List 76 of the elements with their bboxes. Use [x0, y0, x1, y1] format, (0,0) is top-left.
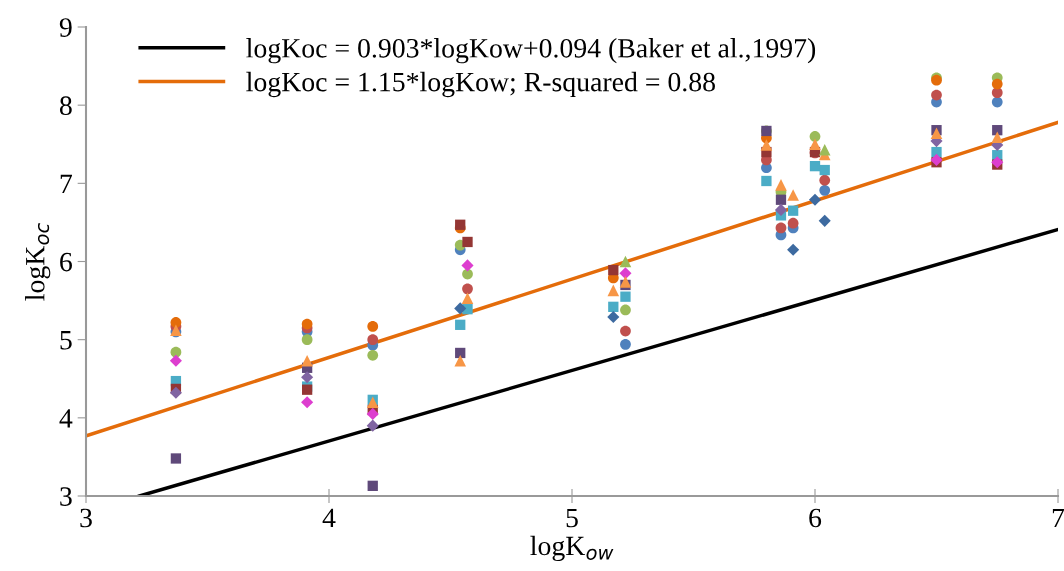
point	[455, 219, 466, 230]
x-tick-label: 7	[1052, 508, 1064, 528]
legend-label: logKoc = 0.903*logKow+0.094 (Baker et al.,1997)	[246, 38, 816, 64]
point	[301, 354, 313, 367]
point	[619, 267, 632, 280]
point	[461, 292, 474, 305]
point	[607, 310, 620, 324]
point	[620, 304, 631, 316]
point	[620, 338, 631, 350]
point	[991, 96, 1003, 108]
point	[462, 236, 473, 248]
x-tick-label: 5	[566, 508, 578, 528]
point	[608, 264, 619, 276]
point	[619, 255, 632, 268]
y-tick-label: 4	[59, 409, 73, 428]
point	[366, 419, 379, 432]
point	[930, 153, 943, 166]
point	[775, 222, 787, 234]
point	[787, 189, 799, 201]
point	[607, 284, 620, 297]
point	[620, 291, 631, 302]
point	[808, 193, 822, 206]
point	[931, 146, 942, 158]
point	[462, 268, 473, 280]
point	[455, 347, 466, 359]
point	[301, 396, 314, 409]
point	[301, 334, 313, 346]
point	[367, 349, 379, 361]
point	[367, 334, 379, 346]
point	[367, 321, 379, 332]
y-tick-label: 5	[60, 331, 72, 350]
point	[818, 214, 831, 227]
y-tick-label: 6	[60, 252, 72, 272]
point	[761, 175, 772, 187]
point	[301, 371, 314, 384]
point	[809, 160, 821, 172]
point	[366, 407, 379, 420]
point	[775, 194, 787, 205]
y-tick-label: 3	[60, 487, 72, 506]
point	[787, 243, 800, 256]
point	[775, 179, 787, 191]
point	[774, 203, 788, 216]
point	[991, 78, 1003, 90]
point	[455, 319, 466, 330]
y-axis-title: logK$_{oc}$	[25, 223, 51, 301]
point	[819, 184, 831, 196]
point	[301, 318, 313, 330]
point	[809, 138, 821, 151]
point	[170, 317, 182, 328]
x-tick-label: 6	[809, 508, 822, 528]
point	[169, 354, 182, 367]
point	[620, 325, 631, 337]
point	[819, 164, 830, 176]
point	[991, 131, 1004, 144]
y-tick-label: 9	[59, 18, 72, 37]
point	[931, 89, 942, 101]
point	[787, 217, 799, 229]
point	[930, 127, 943, 140]
point	[454, 354, 467, 367]
point	[461, 259, 474, 272]
point	[462, 283, 473, 295]
point	[454, 302, 467, 315]
point	[787, 205, 799, 216]
point	[367, 480, 378, 491]
legend-label: logKoc = 1.15*logKow; R-squared = 0.88	[246, 71, 715, 98]
x-tick-label: 3	[80, 508, 92, 528]
y-tick-label: 8	[59, 96, 72, 116]
point	[819, 174, 831, 186]
y-tick-label: 7	[60, 174, 73, 193]
point	[760, 139, 773, 151]
point	[170, 453, 182, 464]
x-axis-title: logK$_{ow}$	[530, 535, 614, 562]
point	[169, 386, 182, 399]
x-tick-label: 4	[322, 508, 336, 528]
point	[818, 143, 831, 156]
point	[608, 301, 619, 312]
